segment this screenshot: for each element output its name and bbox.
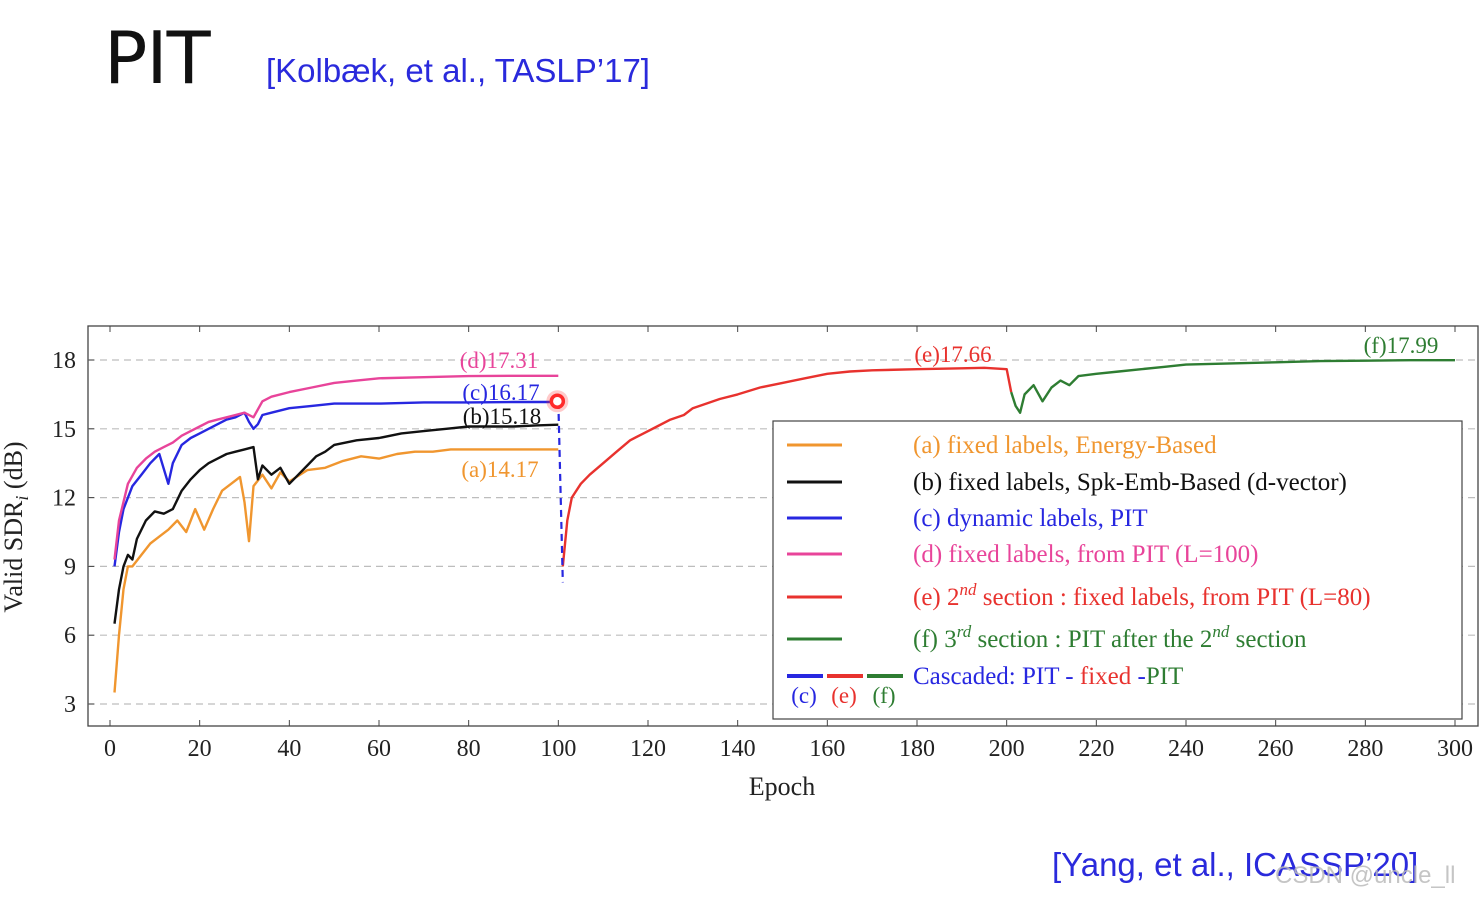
x-tick-label: 300 [1437,736,1473,762]
end-value-label-f: (f)17.99 [1364,333,1439,358]
superscript: nd [960,580,978,599]
legend-entry-d: (d) fixed labels, from PIT (L=100) [913,541,1259,568]
citation-bottom: [Yang, et al., ICASSP’20] [1052,846,1419,883]
series-line-f [1010,359,1455,414]
cascaded-part-4: PIT [1146,663,1184,690]
end-value-label-a: (a)14.17 [461,457,538,482]
x-tick-label: 120 [630,736,666,762]
cascaded-sublabel-2: (f) [873,683,896,708]
end-value-label-d: (d)17.31 [460,348,539,373]
y-tick-label: 12 [52,486,76,512]
x-tick-label: 200 [989,736,1025,762]
x-tick-label: 180 [899,736,935,762]
series-line-b [113,423,559,624]
x-tick-label: 220 [1078,736,1114,762]
citation-top: [Kolbæk, et al., TASLP’17] [266,52,650,89]
cursor-marker [549,393,566,410]
legend-text-part: (e) 2 [913,584,960,611]
x-tick-label: 160 [809,736,845,762]
legend-text-part: section [1229,626,1307,653]
x-tick-label: 100 [540,736,576,762]
legend-box [772,420,1463,720]
x-tick-label: 20 [188,736,212,762]
legend-text-part: section : fixed labels, from PIT (L=80) [977,584,1371,611]
x-tick-label: 0 [104,736,116,762]
x-tick-label: 60 [367,736,391,762]
series-line-d [113,374,559,560]
x-tick-label: 40 [277,736,301,762]
x-axis-label: Epoch [749,772,815,801]
cascaded-prefix: Cascaded: [913,663,1022,690]
legend-entry-e: (e) 2nd section : fixed labels, from PIT… [913,580,1371,611]
slide-title: PIT [104,16,211,100]
cascaded-part-1: - [1059,663,1080,690]
y-tick-label: 18 [52,348,76,374]
cascaded-sublabel-0: (c) [791,683,817,708]
end-value-label-b: (b)15.18 [463,404,542,429]
series-line-e [561,366,1013,567]
cascaded-sublabel-1: (e) [831,683,857,708]
end-value-label-c: (c)16.17 [462,380,539,405]
end-value-label-e: (e)17.66 [914,342,991,367]
y-tick-label: 6 [64,623,76,649]
plot-frame [87,325,1479,727]
legend-entry-c: (c) dynamic labels, PIT [913,505,1148,532]
x-tick-label: 240 [1168,736,1204,762]
legend-text-part: section : PIT after the 2 [971,626,1212,653]
x-tick-label: 280 [1347,736,1383,762]
legend: (a) fixed labels, Energy-Based (b) fixed … [772,420,1463,720]
legend-entry-b: (b) fixed labels, Spk-Emb-Based (d-vecto… [913,469,1347,496]
watermark: CSDN @uncle_ll [1275,862,1456,889]
cascaded-part-2: fixed [1080,663,1132,690]
y-axis-label: Valid SDRi (dB) [0,441,32,612]
x-tick-label: 140 [720,736,756,762]
legend-text-part: (f) 3 [913,626,957,653]
cascaded-part-3: - [1131,663,1146,690]
series-line-c [113,400,559,567]
cascaded-part-0: PIT [1022,663,1059,690]
legend-entry-a: (a) fixed labels, Energy-Based [913,432,1217,459]
x-tick-label: 260 [1258,736,1294,762]
superscript: rd [957,622,972,641]
x-tick-label: 80 [457,736,481,762]
series-line-a [113,448,559,693]
y-tick-label: 15 [52,417,76,443]
y-tick-label: 9 [64,554,76,580]
y-tick-label: 3 [64,692,76,718]
cascaded-label: Cascaded: PIT - fixed -PIT [913,663,1183,690]
legend-entry-f: (f) 3rd section : PIT after the 2nd sect… [913,622,1307,653]
superscript: nd [1212,622,1230,641]
transition-dashed-line [557,401,564,583]
